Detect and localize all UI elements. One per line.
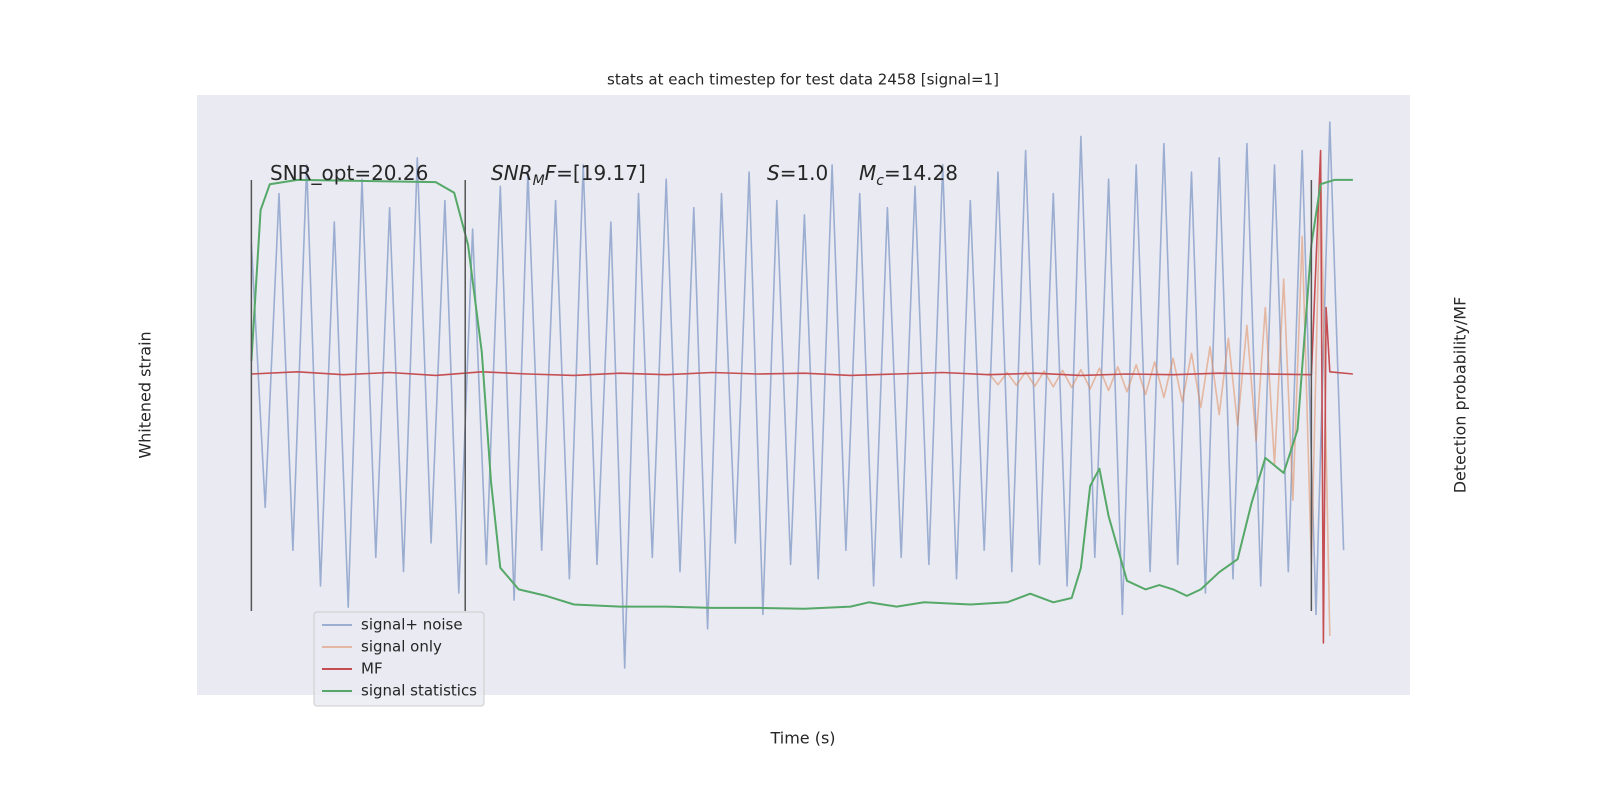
legend: signal+ noise signal only MF signal statist…	[313, 611, 485, 707]
annotation-part: =14.28	[884, 161, 958, 185]
y2-axis-label: Detection probability/MF	[1451, 297, 1470, 494]
series-line	[250, 178, 1353, 610]
annotation: S=1.0	[767, 161, 828, 185]
annotation-part: c	[876, 173, 884, 189]
legend-label: signal+ noise	[361, 616, 463, 634]
legend-label: signal only	[361, 638, 442, 656]
y-axis-label: Whitened strain	[136, 331, 155, 458]
annotation-part: M	[859, 161, 876, 185]
annotation-part: =1.0	[780, 161, 829, 185]
annotation: SNR_opt=20.26	[270, 161, 428, 185]
annotation-part: =[19.17]	[556, 161, 646, 185]
annotation-part: F	[545, 161, 557, 185]
annotation: SNRMF=[19.17]	[491, 161, 646, 189]
labels: SNR_opt=20.26 SNRMF=[19.17] S=1.0 Mc=14.28	[270, 161, 958, 189]
legend-box	[313, 611, 485, 707]
x-axis-label: Time (s)	[769, 729, 835, 748]
plot-area	[197, 95, 1410, 695]
marks	[250, 121, 1353, 669]
annotation-part: S	[767, 161, 780, 185]
chart-title: stats at each timestep for test data 245…	[607, 71, 999, 89]
series-line	[251, 149, 1353, 644]
legend-label: signal statistics	[361, 682, 477, 700]
annotation: Mc=14.28	[859, 161, 958, 189]
annotation-part: M	[533, 173, 545, 189]
annotation-part: SNR	[491, 161, 533, 185]
legend-label: MF	[361, 660, 383, 678]
series-line	[250, 121, 1345, 669]
annotation-part: SNR_opt=20.26	[270, 161, 428, 185]
